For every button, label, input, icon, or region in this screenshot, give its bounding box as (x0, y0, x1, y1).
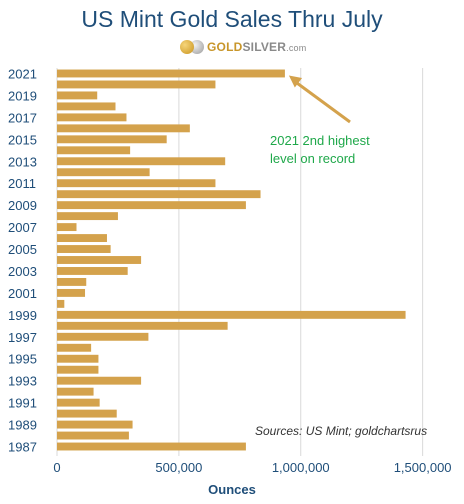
bar-1995 (57, 354, 99, 363)
y-tick-label-2011: 2011 (8, 176, 36, 191)
grid-lines (56, 68, 424, 456)
bars (57, 69, 406, 451)
y-tick-label-2015: 2015 (8, 132, 37, 147)
y-tick-labels: 2021 2019 2017 2015 2013 2011 2009 2007 2005 2003… (8, 66, 37, 454)
y-tick-label-2019: 2019 (8, 88, 37, 103)
bar-2020 (57, 80, 216, 89)
bar-1996 (57, 343, 92, 352)
bar-2014 (57, 146, 131, 155)
y-tick-label-1991: 1991 (8, 396, 37, 411)
bar-2008 (57, 212, 118, 221)
bar-2001 (57, 288, 86, 297)
x-axis-label: Ounces (208, 482, 256, 497)
y-tick-label-2013: 2013 (8, 154, 37, 169)
bar-2011 (57, 179, 216, 188)
y-tick-label-1999: 1999 (8, 308, 37, 323)
y-tick-label-2003: 2003 (8, 264, 37, 279)
source-note: Sources: US Mint; goldchartsrus (255, 424, 428, 438)
bar-2012 (57, 168, 150, 177)
x-tick-labels: 0 500,000 1,000,000 1,500,000 (53, 460, 451, 475)
logo-silver-text: SILVER (242, 40, 287, 54)
bar-1987 (57, 442, 246, 451)
y-tick-label-1989: 1989 (8, 418, 37, 433)
bar-2018 (57, 102, 116, 111)
x-tick-label-3: 1,500,000 (394, 460, 452, 475)
y-tick-label-2021: 2021 (8, 66, 37, 81)
annotation-text: 2021 2nd highest level on record (270, 132, 410, 168)
bar-2000 (57, 299, 65, 308)
y-tick-label-2009: 2009 (8, 198, 37, 213)
bar-1991 (57, 398, 100, 407)
x-tick-label-0: 0 (53, 460, 60, 475)
logo-gold-text: GOLD (207, 40, 243, 54)
bar-2015 (57, 135, 167, 144)
y-tick-label-1993: 1993 (8, 374, 37, 389)
bar-2010 (57, 190, 261, 199)
chart-title: US Mint Gold Sales Thru July (81, 6, 383, 32)
bar-2016 (57, 124, 190, 133)
annotation-line-2: level on record (270, 151, 356, 166)
y-tick-label-2007: 2007 (8, 220, 37, 235)
bar-1994 (57, 365, 99, 374)
bar-1999 (57, 310, 406, 319)
y-tick-label-1987: 1987 (8, 440, 37, 455)
bar-1993 (57, 376, 142, 385)
y-tick-label-1995: 1995 (8, 352, 37, 367)
bar-1997 (57, 332, 149, 341)
bar-2004 (57, 256, 142, 264)
x-tick-label-2: 1,000,000 (272, 460, 330, 475)
bar-1992 (57, 387, 94, 396)
bar-2005 (57, 245, 111, 253)
arrow-shaft (294, 80, 351, 124)
bar-2002 (57, 277, 87, 286)
y-tick-label-2005: 2005 (8, 242, 37, 257)
x-tick-label-1: 500,000 (155, 460, 202, 475)
annotation-arrow (288, 75, 351, 124)
bar-2021 (57, 69, 285, 78)
bar-2019 (57, 91, 98, 100)
bar-2006 (57, 234, 107, 243)
bar-2017 (57, 113, 127, 122)
bar-2007 (57, 223, 77, 232)
gold-coin-icon (180, 40, 194, 54)
bar-1998 (57, 321, 228, 330)
annotation-line-1: 2021 2nd highest (270, 133, 370, 148)
y-tick-label-1997: 1997 (8, 330, 37, 345)
bar-2013 (57, 157, 226, 166)
logo-text: GOLDSILVER.com (207, 40, 306, 54)
bar-1989 (57, 420, 133, 429)
bar-2003 (57, 267, 128, 275)
bar-2009 (57, 201, 246, 210)
bar-1990 (57, 409, 117, 418)
goldsilver-logo: GOLDSILVER.com (180, 38, 306, 56)
bar-1988 (57, 431, 129, 440)
arrow-head-icon (288, 75, 303, 88)
y-tick-label-2001: 2001 (8, 286, 37, 301)
y-tick-label-2017: 2017 (8, 110, 37, 125)
logo-domain-text: .com (286, 43, 307, 53)
